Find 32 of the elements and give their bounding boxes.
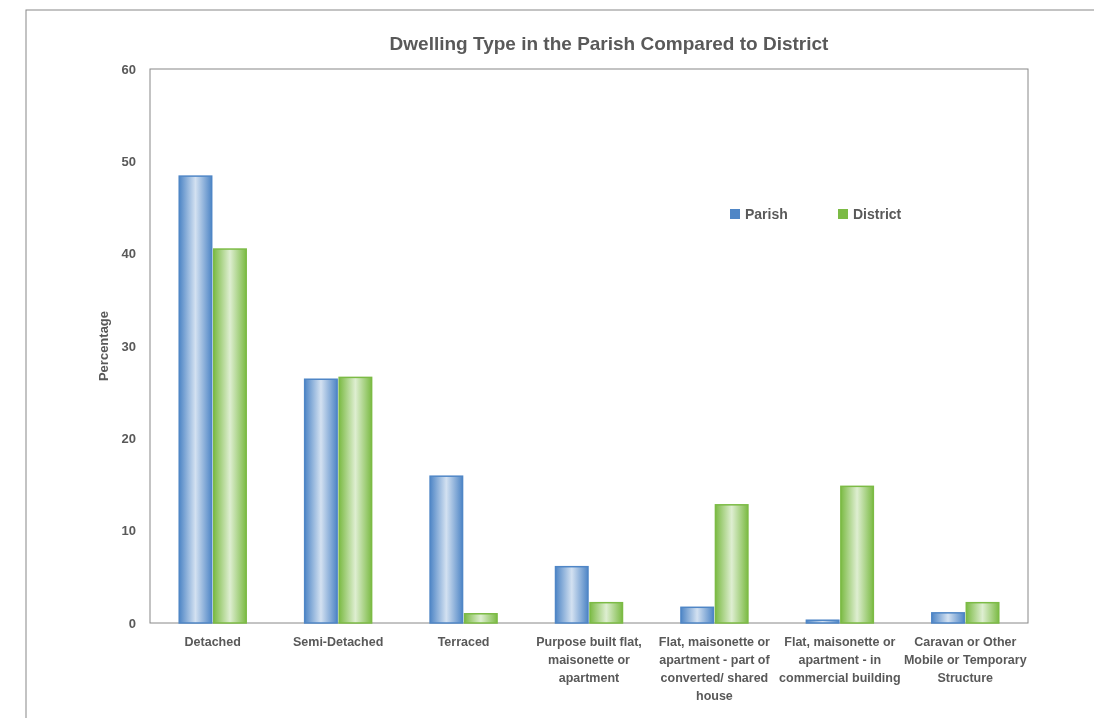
y-tick-label: 20 — [121, 430, 136, 446]
bar — [589, 601, 624, 624]
legend-label: District — [853, 205, 902, 222]
y-tick-label: 0 — [128, 615, 136, 631]
bar — [965, 601, 1000, 624]
bar — [714, 504, 749, 624]
bar — [931, 612, 966, 624]
x-tick-label: Flat, maisonette or apartment - in commercial building — [779, 635, 901, 685]
x-tick-label: Purpose built flat, maisonette or apartment — [536, 635, 642, 685]
chart-title: Dwelling Type in the Parish Compared to District — [389, 33, 830, 54]
x-tick-label: Detached — [184, 635, 241, 649]
y-tick-label: 50 — [121, 153, 136, 169]
bar — [212, 248, 247, 624]
x-tick-label: Flat, maisonette or apartment - part of converted/ shared house — [658, 635, 771, 703]
bar — [429, 475, 464, 624]
bar — [463, 613, 498, 624]
bar — [805, 619, 840, 624]
bar — [840, 485, 875, 624]
bar — [178, 175, 213, 624]
bar — [303, 378, 338, 624]
x-tick-label: Caravan or Other Mobile or Temporary Structure — [903, 635, 1027, 685]
y-tick-label: 30 — [121, 338, 136, 354]
y-tick-label: 60 — [121, 61, 136, 77]
y-tick-label: 10 — [121, 523, 136, 539]
legend-label: Parish — [745, 205, 788, 222]
bar — [338, 376, 373, 624]
y-tick-label: 40 — [121, 246, 136, 262]
bar — [680, 606, 715, 624]
x-tick-label: Terraced — [437, 635, 490, 649]
bar — [554, 565, 589, 624]
x-tick-label: Semi-Detached — [292, 635, 384, 649]
y-axis-title: Percentage — [96, 310, 111, 382]
